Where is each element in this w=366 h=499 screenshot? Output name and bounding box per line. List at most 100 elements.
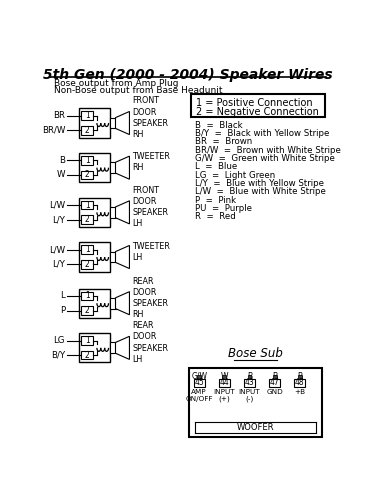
Text: 2: 2 <box>85 126 90 135</box>
Text: P: P <box>60 306 65 315</box>
Bar <box>81 336 93 345</box>
Bar <box>219 379 230 387</box>
Text: 44: 44 <box>220 378 229 387</box>
Bar <box>81 201 93 209</box>
Text: BR  =  Brown: BR = Brown <box>195 137 252 146</box>
Polygon shape <box>116 291 130 315</box>
Text: P  =  Pink: P = Pink <box>195 196 236 205</box>
Text: 2: 2 <box>85 215 90 224</box>
Text: FRONT
DOOR
SPEAKER
LH: FRONT DOOR SPEAKER LH <box>132 186 169 228</box>
Bar <box>194 379 205 387</box>
Text: LG  =  Light Green: LG = Light Green <box>195 171 275 180</box>
Text: L/Y: L/Y <box>52 215 65 224</box>
Bar <box>79 153 110 182</box>
Text: 43: 43 <box>244 378 254 387</box>
Bar <box>244 379 255 387</box>
Text: L/Y: L/Y <box>52 260 65 269</box>
Text: 47: 47 <box>270 378 280 387</box>
Text: L/Y  =  Blue with Yellow Stripe: L/Y = Blue with Yellow Stripe <box>195 179 324 188</box>
Polygon shape <box>116 201 130 224</box>
Bar <box>81 156 93 165</box>
Text: TWEETER
LH: TWEETER LH <box>132 242 171 261</box>
Bar <box>191 94 325 117</box>
Text: Non-Bose output from Base Headunit: Non-Bose output from Base Headunit <box>53 86 222 95</box>
Text: W: W <box>57 171 65 180</box>
Bar <box>197 375 201 379</box>
Text: PU  =  Purple: PU = Purple <box>195 204 251 213</box>
Text: L/W: L/W <box>49 201 65 210</box>
Text: LG: LG <box>54 336 65 345</box>
Polygon shape <box>116 156 130 179</box>
Text: B: B <box>59 156 65 165</box>
Bar <box>81 171 93 179</box>
Text: 2 = Negative Connection: 2 = Negative Connection <box>196 107 319 117</box>
Text: 1: 1 <box>85 245 90 254</box>
Bar <box>110 342 116 353</box>
Text: AMP
ON/OFF: AMP ON/OFF <box>186 389 213 402</box>
Text: 2: 2 <box>85 171 90 180</box>
Text: G/W: G/W <box>191 372 207 381</box>
Bar <box>223 375 226 379</box>
Bar <box>189 368 322 437</box>
Bar <box>110 162 116 173</box>
Text: 2: 2 <box>85 306 90 315</box>
Text: +B: +B <box>294 389 305 395</box>
Bar <box>110 251 116 262</box>
Bar <box>79 243 110 271</box>
Text: 45: 45 <box>194 378 204 387</box>
Bar <box>79 333 110 362</box>
Text: TWEETER
RH: TWEETER RH <box>132 152 171 172</box>
Bar <box>79 198 110 227</box>
Text: 2: 2 <box>85 351 90 360</box>
Bar <box>81 351 93 359</box>
Text: 5th Gen (2000 - 2004) Speaker Wires: 5th Gen (2000 - 2004) Speaker Wires <box>43 68 332 82</box>
Bar <box>81 246 93 254</box>
Bar <box>273 375 277 379</box>
Text: 1: 1 <box>85 111 90 120</box>
Text: Bose output from Amp Plug: Bose output from Amp Plug <box>53 79 178 88</box>
Bar <box>298 375 302 379</box>
Text: L/W: L/W <box>49 245 65 254</box>
Text: B/Y  =  Black with Yellow Stripe: B/Y = Black with Yellow Stripe <box>195 129 329 138</box>
Bar <box>294 379 305 387</box>
Text: Bose Sub: Bose Sub <box>228 347 283 360</box>
Text: REAR
DOOR
SPEAKER
LH: REAR DOOR SPEAKER LH <box>132 321 169 364</box>
Text: GND: GND <box>266 389 283 395</box>
Text: BR: BR <box>53 111 65 120</box>
Text: B  =  Black: B = Black <box>195 121 242 130</box>
Text: REAR
DOOR
SPEAKER
RH: REAR DOOR SPEAKER RH <box>132 276 169 319</box>
Text: 1: 1 <box>85 336 90 345</box>
Bar <box>81 306 93 315</box>
Text: 2: 2 <box>85 260 90 269</box>
Bar <box>81 111 93 120</box>
Text: B: B <box>247 372 252 381</box>
Text: 1: 1 <box>85 291 90 300</box>
Text: W: W <box>221 372 228 381</box>
Text: B: B <box>272 372 277 381</box>
Bar <box>269 379 280 387</box>
Text: 1: 1 <box>85 201 90 210</box>
Bar <box>81 216 93 224</box>
Text: G/W  =  Green with White Stripe: G/W = Green with White Stripe <box>195 154 335 163</box>
Bar <box>110 118 116 128</box>
Bar <box>79 288 110 318</box>
Polygon shape <box>116 336 130 359</box>
Bar <box>81 126 93 135</box>
Polygon shape <box>116 111 130 135</box>
Text: INPUT
(+): INPUT (+) <box>213 389 235 402</box>
Text: 48: 48 <box>295 378 305 387</box>
Text: INPUT
(-): INPUT (-) <box>239 389 260 402</box>
Text: B/Y: B/Y <box>51 351 65 360</box>
Text: BR/W: BR/W <box>42 126 65 135</box>
Text: WOOFER: WOOFER <box>237 423 274 432</box>
Bar <box>81 291 93 300</box>
Text: 1 = Positive Connection: 1 = Positive Connection <box>196 98 313 108</box>
Bar <box>247 375 251 379</box>
Polygon shape <box>116 246 130 268</box>
Text: L  =  Blue: L = Blue <box>195 162 237 171</box>
Text: BR/W  =  Brown with White Stripe: BR/W = Brown with White Stripe <box>195 146 340 155</box>
Text: L: L <box>60 291 65 300</box>
Bar <box>79 108 110 138</box>
Text: L/W  =  Blue with White Stripe: L/W = Blue with White Stripe <box>195 187 325 196</box>
Text: FRONT
DOOR
SPEAKER
RH: FRONT DOOR SPEAKER RH <box>132 96 169 139</box>
